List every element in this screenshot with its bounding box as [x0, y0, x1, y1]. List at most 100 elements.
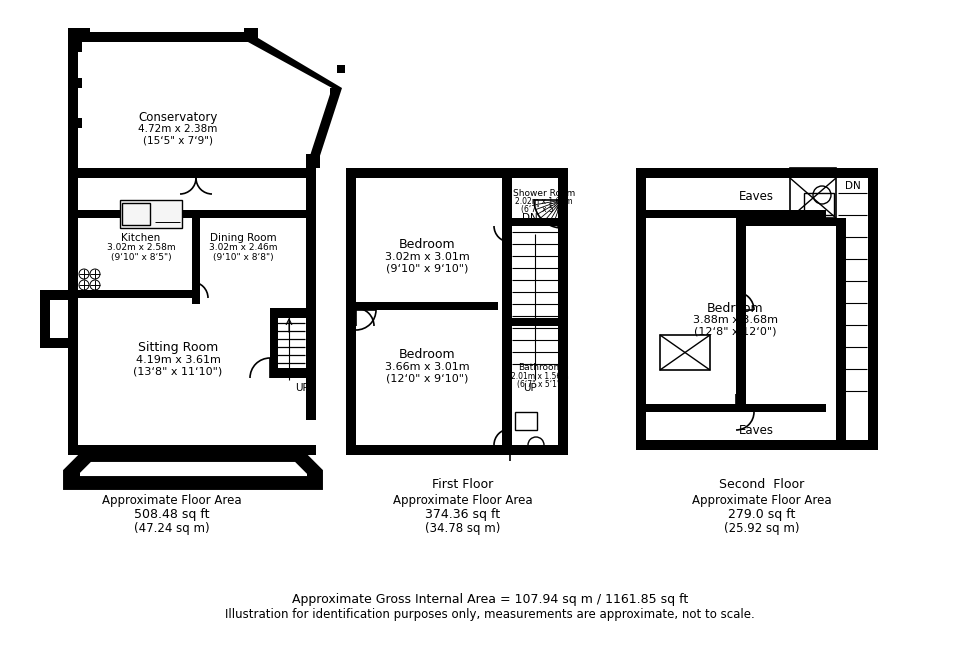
- Text: (15‘5" x 7‘9"): (15‘5" x 7‘9"): [143, 135, 213, 145]
- Text: 508.48 sq ft: 508.48 sq ft: [134, 508, 210, 521]
- Text: 3.02m x 2.58m: 3.02m x 2.58m: [107, 244, 175, 252]
- Bar: [736, 310, 746, 412]
- Text: (12‘0" x 9‘10"): (12‘0" x 9‘10"): [386, 374, 468, 383]
- Text: 374.36 sq ft: 374.36 sq ft: [425, 508, 501, 521]
- Bar: [790, 168, 836, 218]
- Polygon shape: [248, 32, 342, 88]
- Text: Approximate Floor Area: Approximate Floor Area: [102, 494, 242, 507]
- Bar: [307, 473, 317, 483]
- Text: (13‘8" x 11‘10"): (13‘8" x 11‘10"): [133, 366, 222, 376]
- Bar: [100, 32, 110, 42]
- Text: Kitchen: Kitchen: [122, 233, 161, 243]
- Bar: [346, 445, 568, 455]
- Text: UP: UP: [295, 383, 309, 393]
- Bar: [68, 32, 78, 168]
- Text: (12‘8" x 12‘0"): (12‘8" x 12‘0"): [694, 326, 776, 336]
- Bar: [68, 28, 90, 42]
- Bar: [70, 473, 80, 483]
- Bar: [68, 168, 78, 455]
- Bar: [660, 335, 710, 370]
- Text: 2.01m x 1.56m: 2.01m x 1.56m: [512, 372, 568, 381]
- Bar: [68, 78, 82, 88]
- Text: Approximate Floor Area: Approximate Floor Area: [393, 494, 533, 507]
- Bar: [337, 65, 345, 73]
- Bar: [306, 178, 316, 318]
- Bar: [218, 451, 226, 457]
- Bar: [294, 445, 304, 455]
- Bar: [510, 318, 558, 326]
- Bar: [244, 28, 258, 42]
- Bar: [192, 210, 200, 304]
- Text: DN: DN: [522, 213, 538, 223]
- Text: Shower Room: Shower Room: [513, 189, 575, 197]
- Bar: [40, 290, 70, 300]
- Text: (9‘10" x 8‘5"): (9‘10" x 8‘5"): [111, 253, 172, 262]
- Bar: [366, 172, 436, 178]
- Bar: [270, 310, 278, 378]
- Text: First Floor: First Floor: [432, 478, 494, 491]
- Bar: [78, 290, 200, 298]
- Bar: [68, 154, 78, 168]
- Text: 279.0 sq ft: 279.0 sq ft: [728, 508, 796, 521]
- Bar: [646, 210, 826, 218]
- Bar: [68, 168, 316, 178]
- Bar: [510, 218, 568, 226]
- Text: Conservatory: Conservatory: [138, 112, 218, 125]
- Bar: [366, 449, 436, 455]
- Text: Second  Floor: Second Floor: [719, 478, 805, 491]
- Text: 4.72m x 2.38m: 4.72m x 2.38m: [138, 124, 218, 134]
- Text: 3.88m x 3.68m: 3.88m x 3.68m: [693, 315, 777, 325]
- Bar: [165, 451, 173, 457]
- Text: Bathroom: Bathroom: [517, 364, 563, 372]
- Text: UP: UP: [523, 383, 537, 393]
- Bar: [804, 193, 834, 215]
- Text: Bedroom: Bedroom: [399, 238, 456, 251]
- Text: (9‘10" x 9‘10"): (9‘10" x 9‘10"): [386, 263, 468, 274]
- Bar: [120, 32, 130, 42]
- Text: (9‘10" x 8‘8"): (9‘10" x 8‘8"): [213, 253, 273, 262]
- Bar: [192, 210, 200, 298]
- Bar: [346, 168, 568, 178]
- Text: Eaves: Eaves: [739, 191, 773, 204]
- Bar: [270, 368, 316, 378]
- Bar: [200, 210, 306, 218]
- Bar: [558, 168, 568, 455]
- Text: (6‘7" x 5‘6"): (6‘7" x 5‘6"): [520, 206, 567, 214]
- Bar: [40, 300, 50, 348]
- Polygon shape: [306, 88, 342, 168]
- Text: 2.02m x 1.68m: 2.02m x 1.68m: [515, 197, 572, 206]
- Bar: [78, 32, 248, 42]
- Bar: [646, 404, 826, 412]
- Text: (6‘7" x 5‘1"): (6‘7" x 5‘1"): [516, 381, 564, 389]
- Text: Bedroom: Bedroom: [707, 302, 763, 315]
- Text: 4.19m x 3.61m: 4.19m x 3.61m: [135, 355, 220, 364]
- Bar: [140, 451, 148, 457]
- Text: Ground Floor: Ground Floor: [131, 478, 213, 491]
- Text: Approximate Floor Area: Approximate Floor Area: [692, 494, 832, 507]
- Text: Sitting Room: Sitting Room: [138, 342, 219, 355]
- Bar: [110, 451, 118, 457]
- Text: Approximate Gross Internal Area = 107.94 sq m / 1161.85 sq ft: Approximate Gross Internal Area = 107.94…: [292, 593, 688, 606]
- Bar: [306, 154, 320, 168]
- Bar: [140, 32, 150, 42]
- Text: (47.24 sq m): (47.24 sq m): [134, 522, 210, 535]
- Bar: [636, 168, 646, 450]
- Bar: [178, 32, 188, 42]
- Bar: [270, 308, 316, 318]
- Bar: [356, 302, 498, 310]
- Bar: [736, 218, 836, 226]
- Bar: [736, 226, 746, 310]
- Bar: [120, 200, 182, 228]
- Bar: [68, 118, 82, 128]
- Bar: [216, 32, 226, 42]
- Bar: [346, 168, 356, 455]
- Bar: [636, 440, 878, 450]
- Bar: [190, 451, 198, 457]
- Text: (34.78 sq m): (34.78 sq m): [425, 522, 501, 535]
- Bar: [236, 32, 246, 42]
- Bar: [273, 451, 281, 457]
- Bar: [636, 168, 878, 178]
- Text: Eaves: Eaves: [739, 424, 773, 436]
- Text: 3.02m x 2.46m: 3.02m x 2.46m: [209, 244, 277, 252]
- Bar: [160, 32, 170, 42]
